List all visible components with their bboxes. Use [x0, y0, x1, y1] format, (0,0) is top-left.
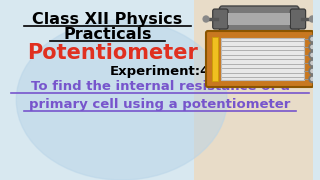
FancyBboxPatch shape — [220, 6, 299, 32]
FancyBboxPatch shape — [213, 9, 228, 29]
Text: Class XII Physics: Class XII Physics — [32, 12, 182, 27]
Circle shape — [311, 37, 314, 40]
Circle shape — [311, 53, 314, 57]
Circle shape — [311, 78, 314, 80]
Bar — [194, 0, 313, 180]
Bar — [221, 38, 304, 80]
Circle shape — [309, 68, 316, 75]
Circle shape — [309, 60, 316, 66]
Circle shape — [311, 46, 314, 48]
Circle shape — [309, 75, 316, 82]
Bar — [212, 37, 219, 81]
Circle shape — [311, 62, 314, 64]
FancyBboxPatch shape — [206, 31, 313, 87]
Circle shape — [311, 69, 314, 73]
Ellipse shape — [16, 20, 227, 180]
Circle shape — [309, 51, 316, 58]
Text: Experiment:4: Experiment:4 — [110, 65, 210, 78]
Circle shape — [203, 16, 209, 22]
Text: To find the internal resistance of a: To find the internal resistance of a — [31, 80, 289, 93]
Text: Practicals: Practicals — [63, 27, 152, 42]
Circle shape — [309, 35, 316, 42]
Circle shape — [309, 44, 316, 51]
Circle shape — [309, 16, 315, 22]
Bar — [228, 13, 290, 25]
FancyBboxPatch shape — [290, 9, 306, 29]
Text: primary cell using a potentiometer: primary cell using a potentiometer — [29, 98, 291, 111]
Text: Potentiometer: Potentiometer — [27, 43, 197, 63]
